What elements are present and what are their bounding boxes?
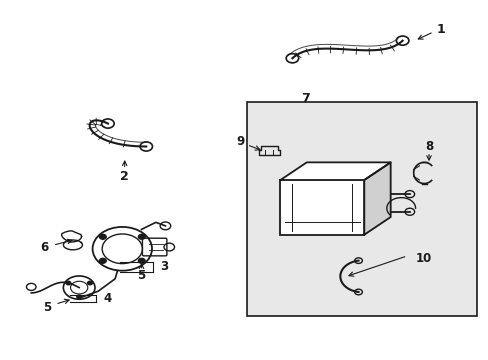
Text: 6: 6 [40, 241, 48, 254]
Text: 5: 5 [43, 301, 51, 314]
Circle shape [87, 281, 92, 285]
Text: 2: 2 [120, 170, 129, 183]
Text: 10: 10 [415, 252, 431, 265]
Polygon shape [280, 162, 390, 180]
Circle shape [138, 234, 145, 239]
FancyBboxPatch shape [142, 238, 166, 256]
Circle shape [138, 258, 145, 263]
Text: 7: 7 [301, 93, 309, 105]
Bar [280, 180, 364, 235]
Text: 4: 4 [103, 292, 111, 305]
Text: 5: 5 [137, 270, 145, 283]
Circle shape [77, 295, 81, 298]
Circle shape [99, 258, 106, 263]
Text: 9: 9 [236, 135, 244, 148]
Circle shape [66, 281, 71, 285]
Circle shape [99, 234, 106, 239]
Text: 8: 8 [424, 140, 432, 153]
Bar [246, 102, 476, 316]
Polygon shape [364, 162, 390, 235]
Text: 3: 3 [160, 260, 168, 273]
Text: 1: 1 [436, 23, 445, 36]
